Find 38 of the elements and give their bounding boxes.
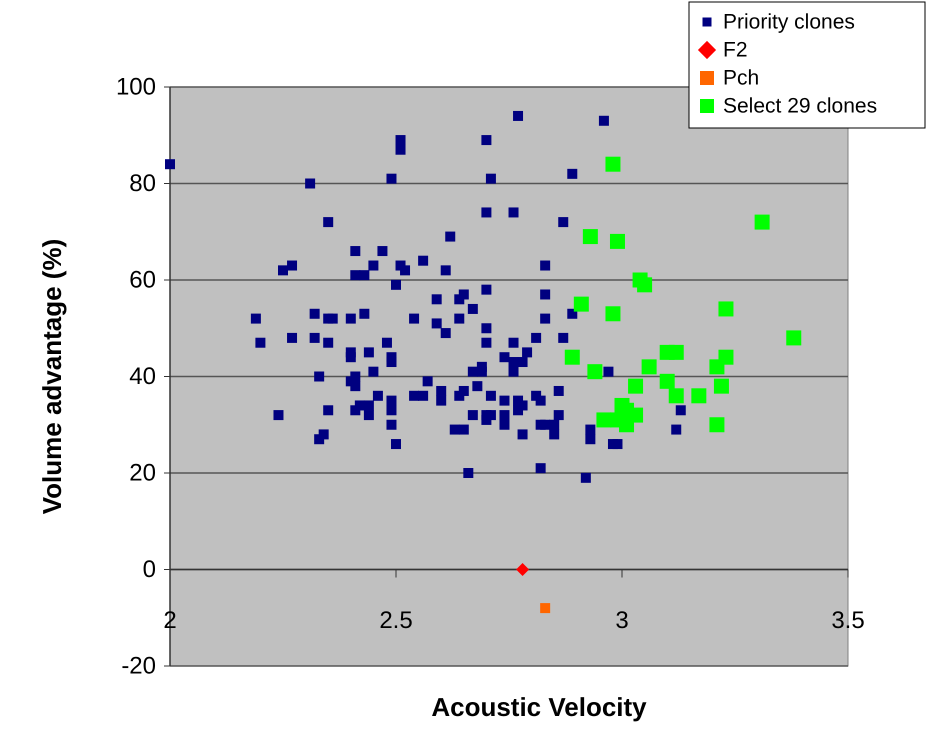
legend-label: Select 29 clones: [723, 94, 878, 118]
x-tick-label: 3: [615, 607, 629, 634]
point: [574, 296, 589, 312]
point: [668, 388, 684, 404]
point: [668, 344, 684, 360]
point: [754, 214, 770, 230]
point: [718, 301, 734, 316]
legend-label: Pch: [723, 66, 760, 90]
y-tick-label: 0: [142, 556, 156, 583]
point: [660, 374, 675, 389]
point: [605, 156, 620, 172]
x-tick-label: 2.5: [379, 607, 413, 634]
point: [587, 364, 602, 380]
point: [691, 388, 706, 404]
y-tick-label: 40: [129, 363, 156, 390]
legend-label: Priority clones: [723, 10, 855, 34]
point: [605, 306, 620, 322]
y-tick-label: 60: [129, 266, 156, 294]
y-tick-label: -20: [121, 652, 156, 680]
y-axis-title: Volume advantage (%): [37, 238, 67, 514]
point: [642, 359, 657, 374]
point: [516, 563, 530, 576]
point: [564, 350, 580, 365]
point: [709, 417, 724, 432]
x-axis-title: Acoustic Velocity: [431, 692, 648, 722]
point: [582, 229, 598, 244]
point: [709, 359, 724, 374]
point: [786, 330, 802, 346]
y-tick-label: 100: [116, 74, 156, 100]
point: [596, 412, 612, 428]
y-tick-label: 20: [129, 460, 156, 486]
legend-label: F2: [723, 38, 748, 62]
point: [610, 234, 625, 249]
point: [540, 603, 550, 614]
point: [714, 378, 729, 394]
x-tick-label: 3.5: [831, 607, 865, 634]
y-tick-label: 80: [129, 170, 156, 197]
point: [628, 378, 644, 394]
